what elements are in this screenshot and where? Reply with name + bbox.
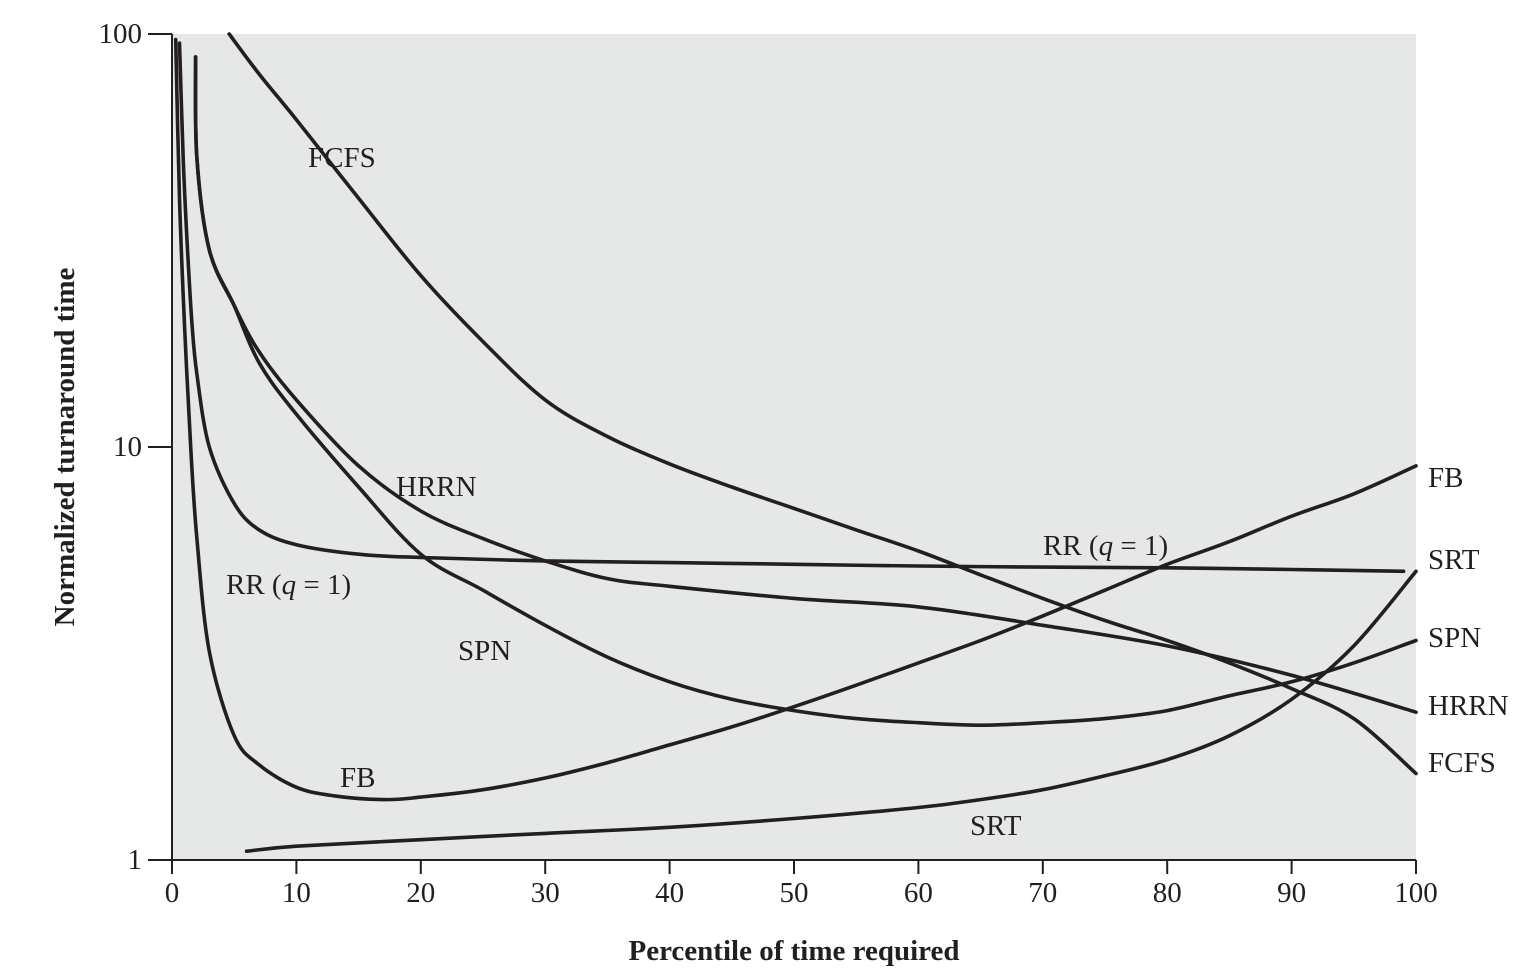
series-line-srt [244,569,1418,853]
series-label-hrrn: HRRN [1428,690,1509,722]
series-label-rr-q-1: RR (q = 1) [1043,530,1168,562]
series-label-fb: FB [1428,462,1463,494]
x-tick-label: 0 [165,877,180,909]
x-axis-title: Percentile of time required [629,935,960,967]
series-labels: FCFS FCFS HRRN HRRN SPN SPN RR (q = 1) RR (q = … [226,142,1509,842]
series-label-hrrn: HRRN [396,471,477,503]
plot-background [172,34,1416,860]
series-label-fcfs: FCFS [1428,747,1496,779]
y-tick-label: 100 [99,18,143,50]
y-axis-title: Normalized turnaround time [49,268,81,627]
series-label-srt: SRT [970,810,1022,842]
x-tick-label: 20 [406,877,435,909]
series-label-fcfs: FCFS [308,142,376,174]
y-tick-label: 10 [113,431,142,463]
x-tick-label: 80 [1153,877,1182,909]
series-label-spn: SPN [1428,622,1481,654]
series-line-spn [193,55,1418,727]
series-line-rr-q-1 [177,41,1406,574]
series-layer [173,32,1418,853]
x-tick-label: 70 [1028,877,1057,909]
x-tick-label: 100 [1394,877,1438,909]
series-label-srt: SRT [1428,544,1480,576]
x-tick-label: 50 [780,877,809,909]
x-tick-label: 30 [531,877,560,909]
x-tick-label: 90 [1277,877,1306,909]
y-tick-label: 1 [128,844,143,876]
series-label-fb: FB [340,762,375,794]
series-label-spn: SPN [458,635,511,667]
x-tick-label: 60 [904,877,933,909]
series-label-rr-q-1: RR (q = 1) [226,569,351,601]
x-tick-label: 40 [655,877,684,909]
series-line-fb [173,37,1418,802]
x-tick-label: 10 [282,877,311,909]
